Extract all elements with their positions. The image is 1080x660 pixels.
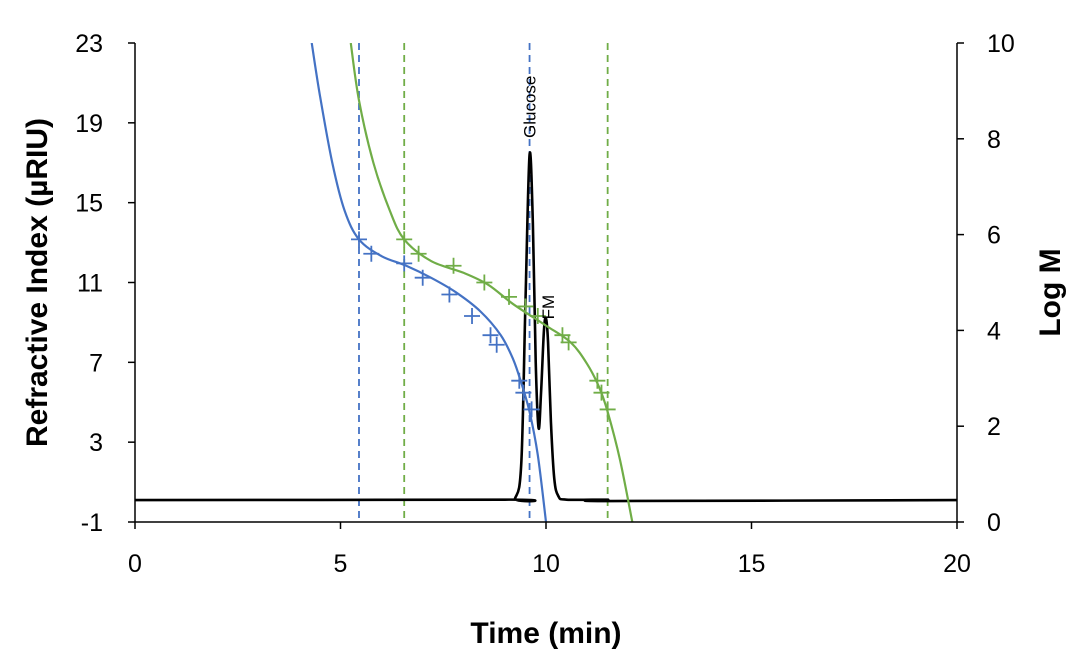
refractive-index-trace <box>135 151 957 503</box>
y-tick-label: -1 <box>81 509 103 537</box>
x-tick-label: 0 <box>128 550 142 578</box>
y-tick-label: 11 <box>77 270 103 298</box>
green-calibration-marker <box>529 308 546 325</box>
blue-calibration-marker <box>414 269 431 286</box>
blue-calibration-marker <box>511 372 528 389</box>
green-calibration-marker <box>560 334 577 351</box>
blue-calibration-marker <box>482 327 499 344</box>
blue-calibration-marker <box>523 401 540 418</box>
green-calibration-marker <box>396 231 413 248</box>
green-calibration-marker <box>593 384 610 401</box>
x-tick-label: 20 <box>943 550 971 578</box>
y-tick-label: 3 <box>89 429 103 457</box>
y-axis-right: 0 2 4 6 8 10 <box>956 30 1015 537</box>
y2-tick-label: 0 <box>987 509 1001 537</box>
y-tick-label: 15 <box>75 190 103 218</box>
green-calibration-marker <box>599 401 616 418</box>
green-calibration-marker <box>589 372 606 389</box>
x-tick-label: 5 <box>334 550 348 578</box>
y2-tick-label: 10 <box>987 30 1015 58</box>
green-calibration-marker <box>445 257 462 274</box>
y-tick-label: 19 <box>75 110 103 138</box>
blue-calibration-marker <box>350 231 367 248</box>
glucose-annotation: Glucose <box>521 76 540 138</box>
y2-tick-label: 6 <box>987 222 1001 250</box>
green-calibration-curve <box>349 43 634 522</box>
y-tick-label: 7 <box>89 349 103 377</box>
green-calibration-marker <box>476 274 493 291</box>
y-axis-left: -1 3 7 11 15 19 23 <box>75 30 136 537</box>
x-axis-title: Time (min) <box>470 617 621 650</box>
y2-tick-label: 4 <box>987 317 1001 345</box>
x-axis: 0 5 10 15 20 <box>128 521 971 578</box>
blue-calibration-curve <box>310 43 548 522</box>
y2-tick-label: 8 <box>987 126 1001 154</box>
y2-tick-label: 2 <box>987 413 1001 441</box>
y2-axis-title: Log M <box>1034 248 1067 336</box>
blue-calibration-marker <box>515 384 532 401</box>
green-calibration-marker <box>410 245 427 262</box>
green-calibration-marker <box>517 298 534 315</box>
y-tick-label: 23 <box>75 30 103 58</box>
blue-calibration-marker <box>396 255 413 272</box>
blue-calibration-marker <box>441 286 458 303</box>
fm-annotation: FM <box>539 295 558 320</box>
x-tick-label: 10 <box>532 550 560 578</box>
blue-calibration-marker <box>363 245 380 262</box>
blue-calibration-marker <box>488 336 505 353</box>
plot-area: Glucose FM <box>135 43 957 522</box>
blue-calibration-marker <box>464 308 481 325</box>
y-axis-title: Refractive Index (µRIU) <box>21 118 54 447</box>
green-calibration-marker <box>501 288 518 305</box>
plot-clip-group <box>135 43 957 522</box>
x-tick-label: 15 <box>738 550 766 578</box>
